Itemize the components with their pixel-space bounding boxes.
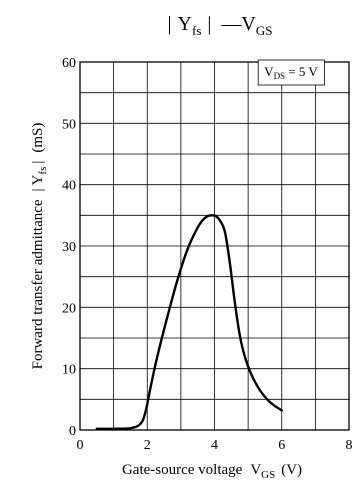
vds-annotation: VDS = 5 V (257, 59, 325, 86)
x-axis-label-text: Gate-source voltage (122, 462, 243, 478)
title-bar-right: | (207, 13, 211, 35)
y-axis-label-y: Y (30, 174, 46, 185)
x-tick-label: 6 (278, 438, 285, 453)
y-tick-label: 20 (62, 301, 76, 316)
grid-lines (80, 62, 349, 430)
y-axis-label-bar-left: | (30, 188, 46, 191)
title-dash: — (220, 13, 242, 35)
anno-sub: DS (274, 71, 286, 81)
x-tick-label: 2 (144, 438, 151, 453)
y-axis-label-bar-right: | (30, 161, 46, 164)
x-axis-label-v: V (250, 462, 261, 478)
x-tick-label: 8 (346, 438, 353, 453)
anno-rest: = 5 V (285, 64, 318, 79)
yfs-curve (95, 214, 283, 431)
y-tick-labels: 0 10 20 30 40 50 60 (62, 56, 76, 439)
y-tick-label: 10 (62, 363, 76, 378)
x-tick-label: 4 (211, 438, 218, 453)
title-v-sub: GS (256, 23, 273, 38)
y-tick-label: 50 (62, 117, 76, 132)
plot-frame (79, 61, 350, 431)
y-tick-label: 60 (62, 56, 76, 71)
anno-v: V (264, 64, 274, 79)
y-tick-label: 30 (62, 240, 76, 255)
x-axis-label: Gate-source voltage VGS (V) (122, 462, 302, 481)
x-tick-label: 0 (77, 438, 84, 453)
y-axis-label-text: Forward transfer admittance (30, 199, 46, 369)
vds-annotation-text: VDS = 5 V (264, 64, 318, 81)
y-axis-label-unit: (mS) (30, 123, 46, 153)
y-axis-label: Forward transfer admittance | Yfs | (mS) (30, 123, 49, 370)
title-y-sub: fs (192, 23, 201, 38)
vds-annotation-box (257, 59, 325, 86)
chart-title: | Yfs | —VGS (168, 13, 273, 38)
x-axis-label-unit: (V) (281, 462, 302, 478)
x-tick-labels: 0 2 4 6 8 (77, 438, 353, 453)
y-tick-label: 40 (62, 179, 76, 194)
y-tick-label: 0 (69, 424, 76, 439)
y-axis-label-sub: fs (37, 167, 49, 175)
title-y: Y (178, 13, 192, 35)
title-bar-left: | (168, 13, 172, 35)
title-v: V (241, 13, 256, 35)
x-axis-label-sub: GS (261, 469, 275, 481)
